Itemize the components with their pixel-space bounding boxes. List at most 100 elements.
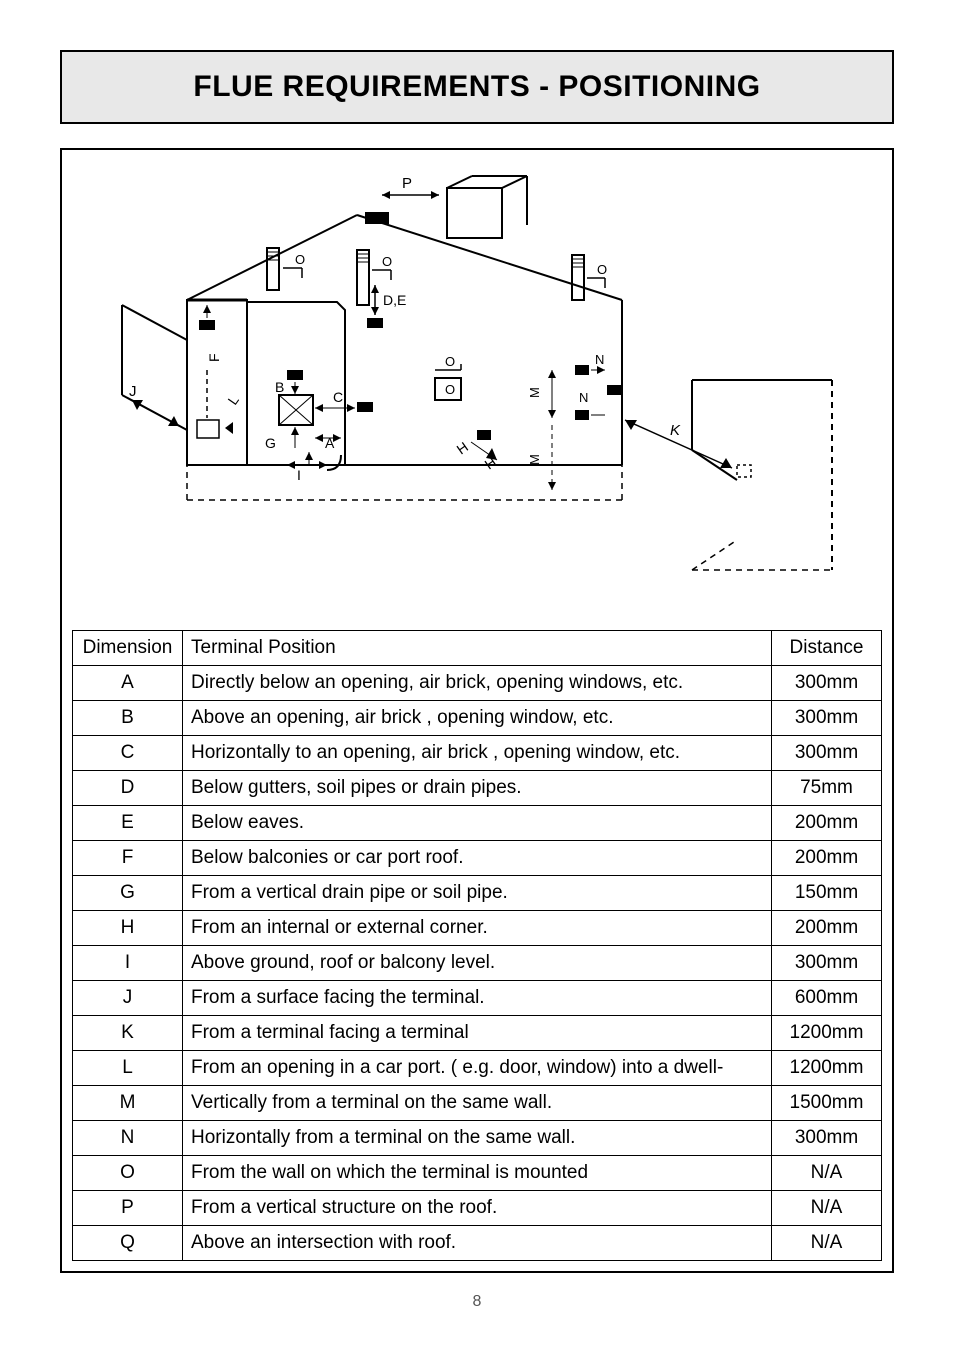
- cell-position: Horizontally from a terminal on the same…: [183, 1121, 772, 1156]
- page-number: 8: [60, 1293, 894, 1311]
- cell-distance: 75mm: [772, 771, 882, 806]
- cell-dimension: J: [73, 981, 183, 1016]
- cell-distance: 200mm: [772, 911, 882, 946]
- svg-text:J: J: [129, 383, 137, 400]
- table-row: HFrom an internal or external corner.200…: [73, 911, 882, 946]
- table-row: BAbove an opening, air brick , opening w…: [73, 701, 882, 736]
- cell-distance: 150mm: [772, 876, 882, 911]
- svg-text:O: O: [445, 354, 455, 369]
- roof-flue-1: O: [267, 248, 305, 290]
- cell-dimension: A: [73, 666, 183, 701]
- cell-position: Below gutters, soil pipes or drain pipes…: [183, 771, 772, 806]
- svg-text:N: N: [595, 352, 604, 367]
- table-row: EBelow eaves.200mm: [73, 806, 882, 841]
- cell-dimension: O: [73, 1156, 183, 1191]
- cell-distance: N/A: [772, 1226, 882, 1261]
- cell-dimension: L: [73, 1051, 183, 1086]
- cell-position: From a surface facing the terminal.: [183, 981, 772, 1016]
- cell-distance: 300mm: [772, 666, 882, 701]
- table-row: IAbove ground, roof or balcony level.300…: [73, 946, 882, 981]
- svg-text:C: C: [333, 389, 343, 405]
- svg-text:M: M: [527, 454, 542, 465]
- requirements-table: Dimension Terminal Position Distance ADi…: [72, 630, 882, 1261]
- col-header-position: Terminal Position: [183, 631, 772, 666]
- svg-text:N: N: [579, 390, 588, 405]
- cell-dimension: D: [73, 771, 183, 806]
- label-p: P: [402, 175, 412, 192]
- cell-position: Below balconies or car port roof.: [183, 841, 772, 876]
- svg-text:L: L: [224, 392, 242, 408]
- page-title: FLUE REQUIREMENTS - POSITIONING: [72, 70, 882, 104]
- cell-distance: 300mm: [772, 1121, 882, 1156]
- svg-text:O: O: [295, 252, 305, 267]
- cell-dimension: H: [73, 911, 183, 946]
- table-row: OFrom the wall on which the terminal is …: [73, 1156, 882, 1191]
- cell-position: From a vertical structure on the roof.: [183, 1191, 772, 1226]
- cell-dimension: G: [73, 876, 183, 911]
- cell-dimension: Q: [73, 1226, 183, 1261]
- cell-distance: 600mm: [772, 981, 882, 1016]
- col-header-distance: Distance: [772, 631, 882, 666]
- cell-dimension: P: [73, 1191, 183, 1226]
- cell-dimension: E: [73, 806, 183, 841]
- cell-position: Horizontally to an opening, air brick , …: [183, 736, 772, 771]
- cell-distance: 300mm: [772, 736, 882, 771]
- table-row: GFrom a vertical drain pipe or soil pipe…: [73, 876, 882, 911]
- table-row: FBelow balconies or car port roof.200mm: [73, 841, 882, 876]
- svg-text:B: B: [275, 379, 284, 395]
- cell-dimension: F: [73, 841, 183, 876]
- cell-distance: N/A: [772, 1191, 882, 1226]
- cell-distance: 1200mm: [772, 1051, 882, 1086]
- cell-distance: N/A: [772, 1156, 882, 1191]
- table-header-row: Dimension Terminal Position Distance: [73, 631, 882, 666]
- svg-text:D,E: D,E: [383, 292, 406, 308]
- table-row: JFrom a surface facing the terminal.600m…: [73, 981, 882, 1016]
- table-row: DBelow gutters, soil pipes or drain pipe…: [73, 771, 882, 806]
- cell-dimension: I: [73, 946, 183, 981]
- svg-text:H: H: [454, 439, 471, 458]
- svg-text:I: I: [297, 467, 301, 483]
- title-box: FLUE REQUIREMENTS - POSITIONING: [60, 50, 894, 124]
- cell-position: From a vertical drain pipe or soil pipe.: [183, 876, 772, 911]
- cell-dimension: C: [73, 736, 183, 771]
- cell-distance: 1200mm: [772, 1016, 882, 1051]
- cell-distance: 200mm: [772, 806, 882, 841]
- cell-position: Directly below an opening, air brick, op…: [183, 666, 772, 701]
- cell-distance: 200mm: [772, 841, 882, 876]
- cell-position: Above an intersection with roof.: [183, 1226, 772, 1261]
- cell-distance: 300mm: [772, 701, 882, 736]
- cell-dimension: K: [73, 1016, 183, 1051]
- cell-dimension: M: [73, 1086, 183, 1121]
- cell-position: Below eaves.: [183, 806, 772, 841]
- svg-text:O: O: [382, 254, 392, 269]
- table-row: NHorizontally from a terminal on the sam…: [73, 1121, 882, 1156]
- col-header-dimension: Dimension: [73, 631, 183, 666]
- svg-text:O: O: [445, 382, 455, 397]
- cell-position: Above ground, roof or balcony level.: [183, 946, 772, 981]
- cell-dimension: N: [73, 1121, 183, 1156]
- cell-position: Vertically from a terminal on the same w…: [183, 1086, 772, 1121]
- table-row: LFrom an opening in a car port. ( e.g. d…: [73, 1051, 882, 1086]
- table-row: CHorizontally to an opening, air brick ,…: [73, 736, 882, 771]
- svg-text:F: F: [206, 353, 222, 362]
- cell-position: From an opening in a car port. ( e.g. do…: [183, 1051, 772, 1086]
- table-row: PFrom a vertical structure on the roof.N…: [73, 1191, 882, 1226]
- svg-text:O: O: [597, 262, 607, 277]
- document-page: FLUE REQUIREMENTS - POSITIONING: [0, 0, 954, 1351]
- cell-distance: 1500mm: [772, 1086, 882, 1121]
- cell-position: From a terminal facing a terminal: [183, 1016, 772, 1051]
- svg-text:K: K: [670, 422, 681, 439]
- table-row: QAbove an intersection with roof.N/A: [73, 1226, 882, 1261]
- svg-text:H: H: [482, 454, 499, 473]
- cell-position: Above an opening, air brick , opening wi…: [183, 701, 772, 736]
- cell-dimension: B: [73, 701, 183, 736]
- table-row: ADirectly below an opening, air brick, o…: [73, 666, 882, 701]
- table-row: MVertically from a terminal on the same …: [73, 1086, 882, 1121]
- cell-distance: 300mm: [772, 946, 882, 981]
- table-row: KFrom a terminal facing a terminal1200mm: [73, 1016, 882, 1051]
- flue-diagram: P O: [72, 170, 882, 610]
- svg-text:M: M: [527, 387, 542, 398]
- cell-position: From the wall on which the terminal is m…: [183, 1156, 772, 1191]
- svg-text:G: G: [265, 435, 276, 451]
- cell-position: From an internal or external corner.: [183, 911, 772, 946]
